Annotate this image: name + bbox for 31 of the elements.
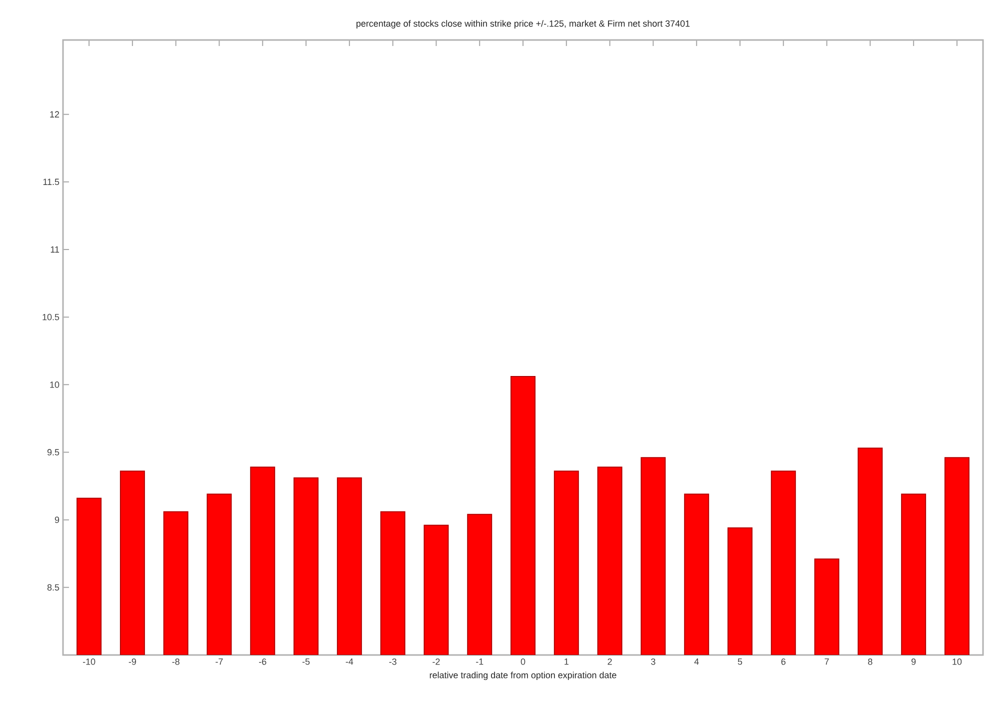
x-tick-label: -10 xyxy=(82,658,96,665)
x-tick-label: -5 xyxy=(302,658,310,665)
x-tick-label: -6 xyxy=(259,658,266,665)
x-tick-label: 1 xyxy=(564,658,568,665)
x-tick-label: 3 xyxy=(651,658,656,665)
x-tick-label: -2 xyxy=(432,658,440,665)
y-tick-label: 12 xyxy=(50,111,60,118)
x-tick-label: -8 xyxy=(172,658,180,665)
x-tick-label: 4 xyxy=(694,658,699,665)
y-tick-label: 9 xyxy=(54,516,60,523)
x-tick-label: -7 xyxy=(216,658,223,665)
x-axis-title: relative trading date from option expiration date xyxy=(430,672,616,680)
chart-title: percentage of stocks close within strike price +/-.125, market & Firm net short 37401 xyxy=(356,20,690,28)
x-tick-label: 7 xyxy=(824,658,829,665)
x-tick-label: 8 xyxy=(868,658,872,665)
x-tick-label: 0 xyxy=(520,658,526,665)
y-tick-label: 9.5 xyxy=(47,449,60,456)
x-tick-label: 5 xyxy=(738,658,742,665)
y-tick-label: 8.5 xyxy=(47,584,60,591)
x-tick-label: 6 xyxy=(781,658,786,665)
y-tick-label: 10.5 xyxy=(42,314,60,320)
x-tick-label: -4 xyxy=(346,658,354,665)
x-tick-label: 10 xyxy=(952,658,962,665)
x-tick-label: 9 xyxy=(912,658,916,665)
x-tick-label: -9 xyxy=(128,658,136,665)
y-tick-label: 10 xyxy=(50,381,60,388)
y-tick-label: 11 xyxy=(50,246,60,253)
y-tick-label: 11.5 xyxy=(43,178,60,186)
x-tick-label: 2 xyxy=(608,658,612,665)
x-tick-label: -1 xyxy=(476,658,484,665)
x-tick-label: -3 xyxy=(389,658,396,665)
